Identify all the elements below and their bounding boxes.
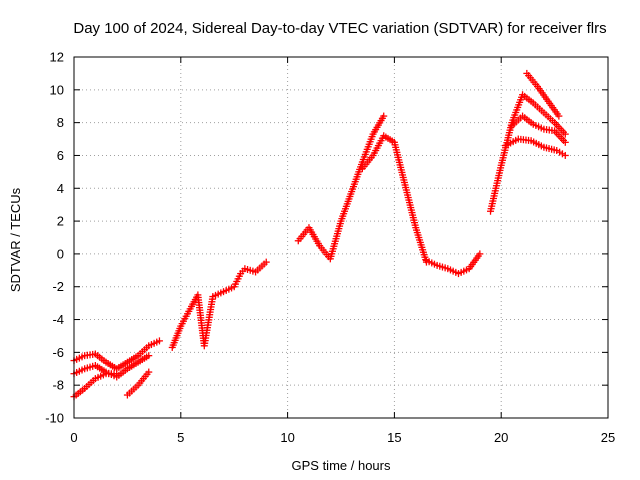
y-tick-label: 6 xyxy=(57,148,64,163)
data-point xyxy=(145,368,153,376)
y-tick-label: 10 xyxy=(50,82,64,97)
y-tick-label: 12 xyxy=(50,50,64,65)
data-point xyxy=(555,112,563,120)
ticks: 0 5 10 15 20 25 -10 -8 -6 -4 -2 0 2 4 6 8 10 12 xyxy=(45,50,615,446)
y-tick-label: 2 xyxy=(57,214,64,229)
data-point xyxy=(561,151,569,159)
data-point xyxy=(145,352,153,360)
y-tick-label: -10 xyxy=(45,411,64,426)
x-tick-label: 15 xyxy=(387,430,401,445)
x-tick-label: 10 xyxy=(280,430,294,445)
y-axis-label: SDTVAR / TECUs xyxy=(8,187,23,292)
data-point xyxy=(561,138,569,146)
data-point xyxy=(155,337,163,345)
x-tick-label: 0 xyxy=(70,430,77,445)
data-points xyxy=(70,69,569,401)
x-tick-label: 20 xyxy=(494,430,508,445)
plot-frame xyxy=(73,56,609,419)
y-tick-label: -4 xyxy=(52,312,64,327)
data-point xyxy=(380,112,388,120)
y-tick-label: 4 xyxy=(57,181,64,196)
y-tick-label: 8 xyxy=(57,115,64,130)
y-tick-label: -8 xyxy=(52,378,64,393)
data-point xyxy=(476,250,484,258)
grid xyxy=(74,57,608,418)
data-point xyxy=(113,370,121,378)
x-tick-label: 25 xyxy=(601,430,615,445)
data-point xyxy=(262,258,270,266)
y-tick-label: -6 xyxy=(52,345,64,360)
data-point xyxy=(561,130,569,138)
y-tick-label: 0 xyxy=(57,246,64,261)
chart-title: Day 100 of 2024, Sidereal Day-to-day VTE… xyxy=(73,20,606,37)
x-tick-label: 5 xyxy=(177,430,184,445)
x-axis-label: GPS time / hours xyxy=(292,458,391,473)
y-tick-label: -2 xyxy=(52,279,64,294)
